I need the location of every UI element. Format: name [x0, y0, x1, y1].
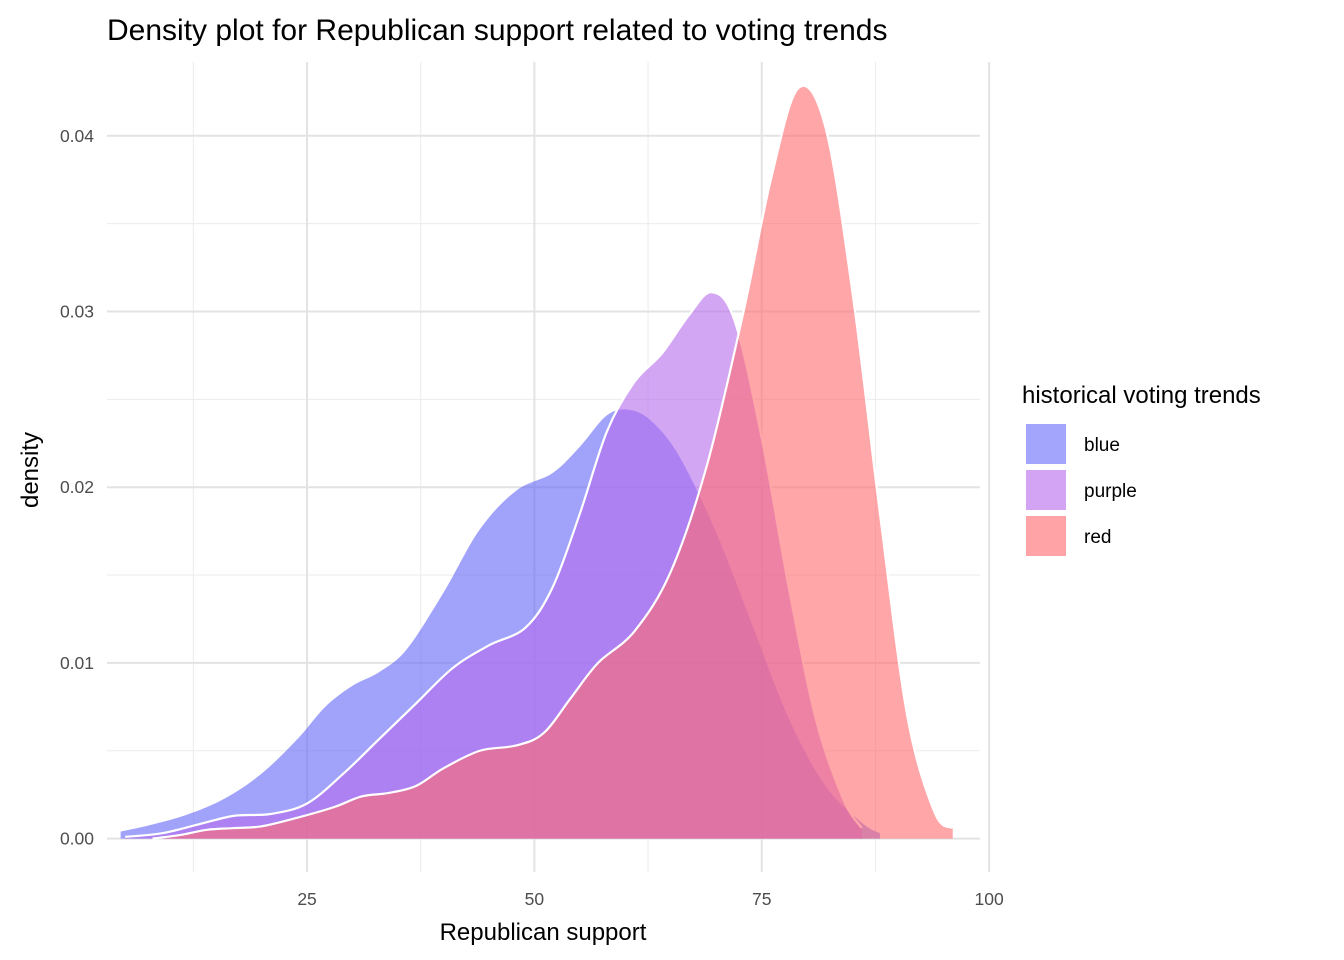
x-tick-label-25: 25: [297, 889, 316, 909]
x-tick-label-50: 50: [525, 889, 545, 909]
y-tick-label-0.01: 0.01: [60, 653, 94, 673]
axis-ticks: 25 50 75 100 0.00 0.01 0.02 0.03 0.04: [60, 126, 1004, 909]
y-tick-label-0.00: 0.00: [60, 829, 94, 849]
legend-swatch-red: [1026, 516, 1066, 556]
chart-title: Density plot for Republican support rela…: [107, 14, 887, 47]
legend-swatch-purple: [1026, 470, 1066, 510]
legend-label-blue: blue: [1084, 435, 1120, 456]
y-axis-title: density: [17, 432, 44, 508]
y-tick-label-0.02: 0.02: [60, 477, 94, 497]
density-area-red: [152, 85, 953, 839]
legend-label-purple: purple: [1084, 481, 1137, 502]
y-tick-label-0.04: 0.04: [60, 126, 94, 146]
legend-title: historical voting trends: [1022, 382, 1261, 409]
density-outline-red: [152, 84, 954, 840]
x-axis-title: Republican support: [440, 919, 647, 946]
x-tick-label-75: 75: [752, 889, 771, 909]
legend-label-red: red: [1084, 527, 1111, 548]
legend: historical voting trends blue purple red: [1022, 382, 1261, 556]
y-tick-label-0.03: 0.03: [60, 302, 94, 322]
density-areas: [120, 84, 954, 840]
legend-swatch-blue: [1026, 424, 1066, 464]
x-tick-label-100: 100: [974, 889, 1003, 909]
